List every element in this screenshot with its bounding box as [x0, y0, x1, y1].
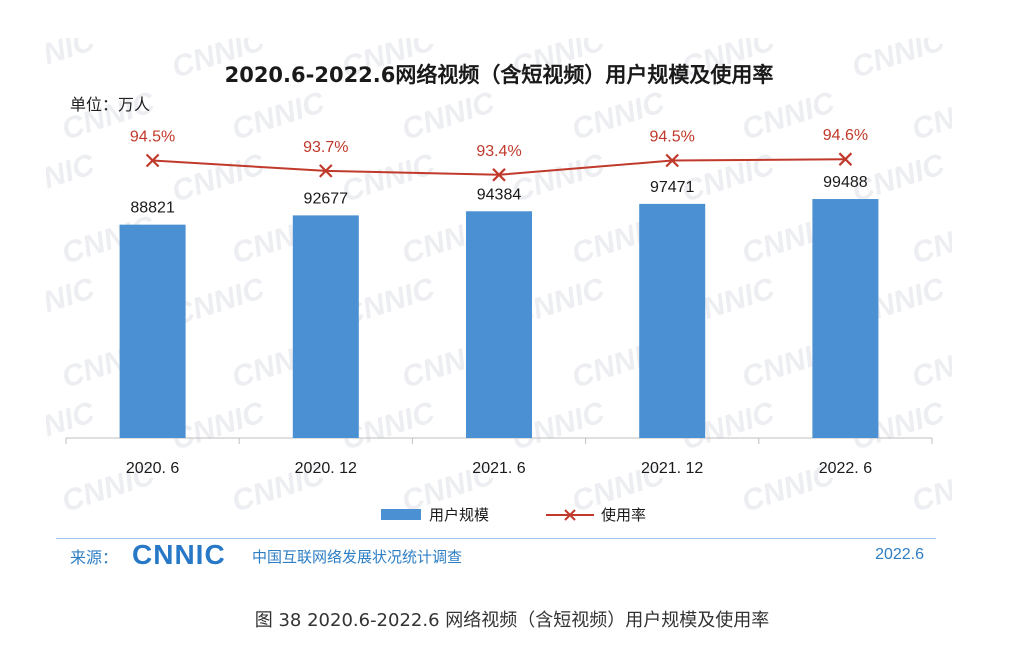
survey-name: 中国互联网络发展状况统计调查: [252, 548, 463, 566]
watermark-text: CNNIC: [46, 38, 100, 85]
watermark-text: CNNIC: [908, 210, 952, 271]
legend-item-bar: 用户规模: [429, 506, 489, 524]
watermark-text: CNNIC: [398, 86, 500, 147]
chart-panel: CNNIC CNNIC CNNIC CNNIC CNNIC CNNIC CNNIC CNNIC…: [46, 38, 952, 588]
bar-1: [292, 215, 359, 438]
bar-value-labels: 88821 92677 94384 97471 99488: [130, 174, 867, 217]
rate-point-2: [492, 168, 506, 182]
legend: 用户规模 使用率: [381, 506, 646, 524]
watermark-text: CNNIC: [908, 86, 952, 147]
x-tick-label-3: 2021. 12: [641, 460, 703, 477]
figure-caption: 图 38 2020.6-2022.6 网络视频（含短视频）用户规模及使用率: [254, 610, 770, 631]
bar-series: [119, 199, 879, 438]
x-tick-label-4: 2022. 6: [819, 460, 872, 477]
bar-value-label-1: 92677: [304, 190, 349, 207]
watermark-text: CNNIC: [46, 148, 100, 209]
watermark-text: CNNIC: [338, 148, 440, 209]
watermark-text: CNNIC: [908, 334, 952, 395]
watermark-text: CNNIC: [228, 86, 330, 147]
footer-date: 2022.6: [875, 546, 924, 563]
rate-point-4: [838, 152, 853, 166]
bar-2: [466, 211, 532, 438]
legend-x-marker-icon: [564, 509, 576, 521]
watermark-text: CNNIC: [46, 396, 100, 457]
x-tick-label-2: 2021. 6: [472, 460, 525, 477]
bar-value-label-4: 99488: [823, 174, 868, 191]
bar-value-label-2: 94384: [477, 186, 522, 203]
rate-value-labels: 94.5% 93.7% 93.4% 94.5% 94.6%: [130, 127, 868, 160]
x-tick-label-0: 2020. 6: [126, 460, 179, 477]
watermark-text: CNNIC: [508, 148, 610, 209]
watermark-text: CNNIC: [46, 272, 100, 333]
x-tick-label-1: 2020. 12: [295, 460, 357, 477]
rate-value-label-4: 94.6%: [823, 127, 868, 144]
source-label: 来源：: [70, 548, 119, 567]
rate-point-3: [665, 153, 679, 168]
rate-line-series: [145, 152, 853, 182]
cnnic-logo: CNNIC: [132, 539, 226, 570]
footer-divider: [56, 538, 936, 539]
legend-item-line: 使用率: [601, 506, 646, 524]
bar-value-label-0: 88821: [130, 200, 175, 217]
bar-value-label-3: 97471: [650, 179, 695, 196]
bar-4: [812, 199, 879, 438]
rate-point-0: [145, 153, 160, 168]
watermark-text: CNNIC: [168, 148, 270, 209]
bar-0: [119, 224, 186, 438]
watermark-text: CNNIC: [908, 458, 952, 519]
rate-value-label-3: 94.5%: [650, 129, 695, 146]
rate-point-1: [319, 164, 333, 178]
chart-title: 2020.6-2022.6网络视频（含短视频）用户规模及使用率: [225, 63, 774, 87]
rate-value-label-1: 93.7%: [303, 139, 348, 156]
bar-3: [639, 203, 706, 438]
x-axis-tick-labels: 2020. 6 2020. 12 2021. 6 2021. 12 2022. 6: [126, 460, 872, 477]
source-footer: 来源： CNNIC 中国互联网络发展状况统计调查 2022.6: [56, 538, 936, 574]
rate-value-label-0: 94.5%: [130, 129, 175, 146]
rate-value-label-2: 93.4%: [476, 143, 521, 160]
unit-label: 单位：万人: [70, 95, 150, 114]
legend-bar-swatch: [381, 509, 421, 520]
watermark-text: CNNIC: [848, 38, 950, 85]
x-axis-separators: [65, 438, 933, 444]
